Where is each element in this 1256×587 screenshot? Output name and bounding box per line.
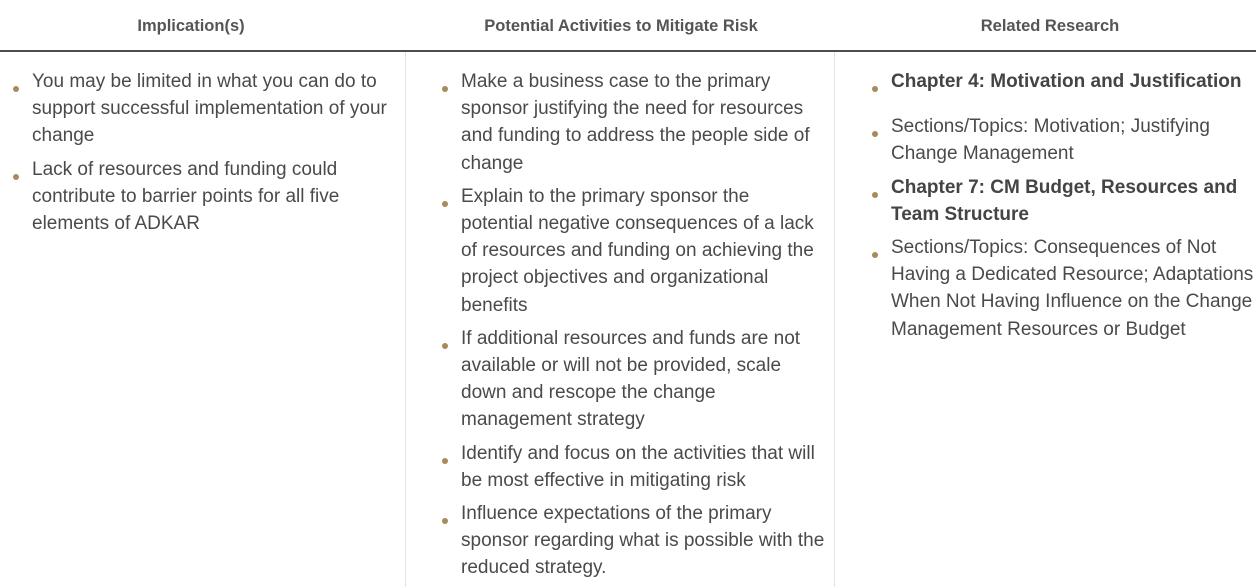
bullet-icon — [442, 518, 448, 525]
header-research: Related Research — [980, 17, 1120, 35]
bullet-icon — [442, 457, 448, 464]
list-item: Lack of resources and funding could cont… — [13, 156, 392, 238]
list-item-chapter: Chapter 7: CM Budget, Resources and Team… — [872, 174, 1256, 228]
list-item: Identify and focus on the activities tha… — [442, 440, 826, 494]
list-item-text: Sections/Topics: Consequences of Not Hav… — [891, 237, 1254, 340]
column-divider — [405, 52, 406, 587]
list-item-text: Sections/Topics: Motivation; Justifying … — [891, 116, 1210, 165]
research-column: Chapter 4: Motivation and Justification … — [872, 68, 1256, 349]
list-item: Explain to the primary sponsor the poten… — [442, 183, 826, 319]
implications-list: You may be limited in what you can do to… — [13, 68, 392, 238]
list-item-text: Lack of resources and funding could cont… — [32, 158, 340, 235]
list-item-text: Make a business case to the primary spon… — [461, 71, 810, 174]
bullet-icon — [872, 86, 878, 92]
list-item-text: Identify and focus on the activities tha… — [461, 442, 815, 491]
chapter-title: Chapter 4: Motivation and Justification — [891, 71, 1242, 92]
bullet-icon — [442, 342, 448, 349]
list-item-text: Explain to the primary sponsor the poten… — [461, 185, 814, 316]
header-activities: Potential Activities to Mitigate Risk — [484, 17, 758, 35]
bullet-icon — [13, 86, 19, 92]
list-item: Influence expectations of the primary sp… — [442, 500, 826, 582]
list-item: If additional resources and funds are no… — [442, 325, 826, 434]
header-implications: Implication(s) — [137, 17, 245, 35]
list-item-text: You may be limited in what you can do to… — [32, 71, 387, 147]
bullet-icon — [13, 173, 19, 180]
bullet-icon — [872, 252, 878, 259]
list-item: Sections/Topics: Consequences of Not Hav… — [872, 234, 1256, 343]
bullet-icon — [872, 191, 878, 198]
chapter-title: Chapter 7: CM Budget, Resources and Team… — [891, 176, 1238, 225]
list-item: You may be limited in what you can do to… — [13, 68, 392, 150]
activities-list: Make a business case to the primary spon… — [442, 68, 826, 582]
activities-column: Make a business case to the primary spon… — [442, 68, 826, 587]
bullet-icon — [442, 86, 448, 92]
research-list: Chapter 4: Motivation and Justification … — [872, 68, 1256, 343]
list-item-text: If additional resources and funds are no… — [461, 327, 801, 431]
list-item: Make a business case to the primary spon… — [442, 68, 826, 177]
list-item-chapter: Chapter 4: Motivation and Justification — [872, 68, 1256, 95]
bullet-icon — [872, 131, 878, 138]
list-item: Sections/Topics: Motivation; Justifying … — [872, 113, 1256, 167]
bullet-icon — [442, 200, 448, 207]
implications-column: You may be limited in what you can do to… — [13, 68, 392, 243]
list-item-text: Influence expectations of the primary sp… — [461, 503, 825, 579]
table-header-row: Implication(s) Potential Activities to M… — [0, 0, 1256, 52]
column-divider — [834, 52, 835, 587]
